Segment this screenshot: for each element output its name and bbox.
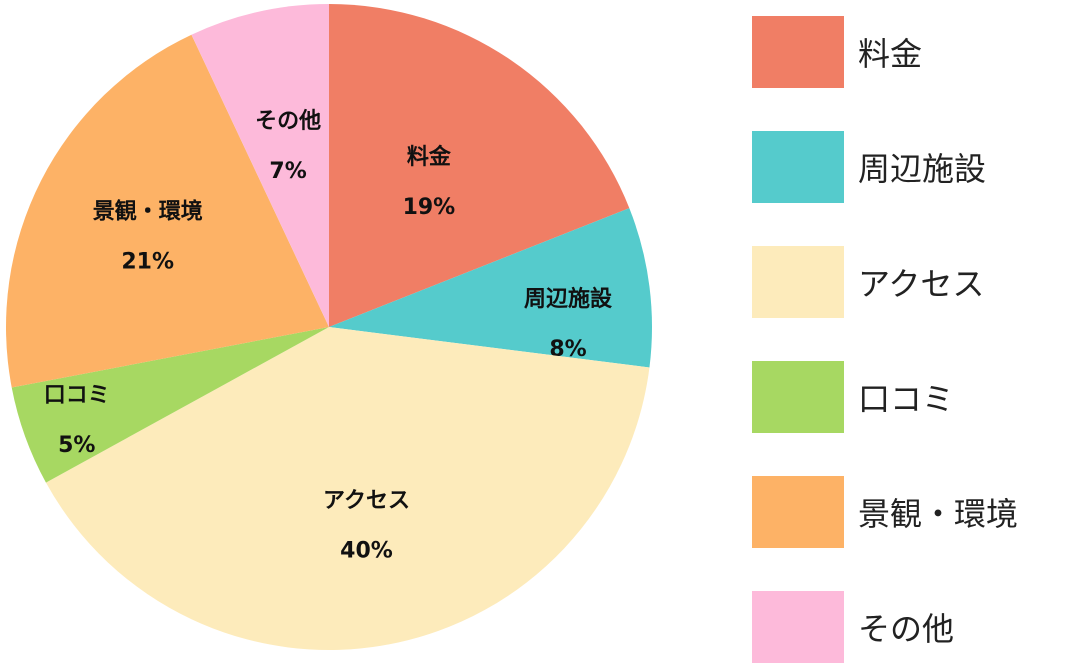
pie-slice [191,3,329,327]
legend-swatch [752,246,844,318]
pie-slice [329,208,652,368]
slice-value-label: 21% [121,250,174,275]
legend-label: アクセス [858,265,985,303]
slice-category-label: 景観・環境 [93,199,203,225]
legend-swatch [752,591,844,663]
legend-label: 口コミ [858,380,955,418]
slice-value-label: 7% [269,159,306,184]
pie-slice [45,327,650,651]
legend-item: 料金 [752,14,922,90]
slice-value-label: 19% [403,195,456,220]
slice-category-label: アクセス [323,489,410,514]
legend-item: 口コミ [752,359,954,435]
slice-category-label: 口コミ [44,383,110,408]
legend-swatch [752,476,844,548]
legend-swatch [752,16,844,88]
legend-swatch [752,131,844,203]
legend-item: アクセス [752,244,984,320]
slice-category-label: その他 [255,109,321,134]
legend-item: 周辺施設 [752,129,986,205]
slice-category-label: 周辺施設 [524,286,613,312]
pie-slice [11,327,329,483]
slice-category-label: 料金 [407,144,452,170]
legend-swatch [752,361,844,433]
pie-slice [329,4,630,327]
slice-value-label: 5% [58,433,95,458]
legend-item: その他 [752,589,954,665]
pie-slice [5,34,329,388]
slice-value-label: 40% [340,539,393,564]
legend-label: 景観・環境 [858,495,1019,533]
legend-label: 周辺施設 [858,150,987,188]
legend-label: その他 [858,610,955,648]
legend-item: 景観・環境 [752,474,1018,550]
legend-label: 料金 [858,35,923,73]
